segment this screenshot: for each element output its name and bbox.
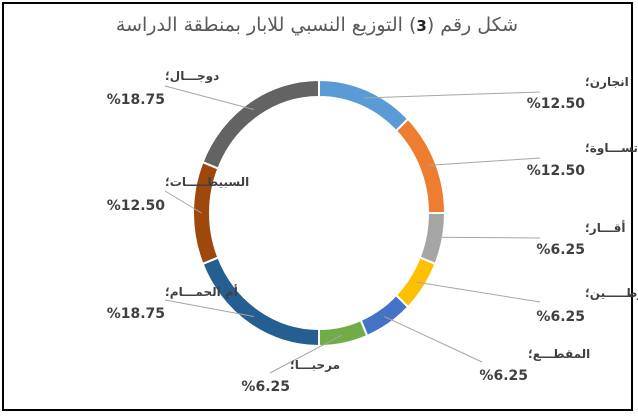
title-suffix: ) التوزيع النسبي للابار بمنطقة الدراسة [115, 14, 417, 36]
slice-4 [359, 293, 410, 338]
slice-value-2: %6.25 [536, 242, 585, 258]
slice-label-4: المقطـــع؛ [528, 347, 590, 361]
leader-line-8 [164, 85, 254, 110]
leader-line-3 [416, 281, 541, 303]
slice-value-8: %18.75 [107, 92, 165, 108]
slice-label-6: أم الحمـــام؛ [165, 284, 238, 300]
chart-title: شكل رقم (3) التوزيع النسبي للابار بمنطقة… [0, 14, 634, 36]
leader-lines-group [164, 85, 541, 374]
slice-6 [201, 256, 320, 348]
slice-label-7: السبيطـــــات؛ [165, 175, 249, 189]
slice-2 [418, 212, 447, 266]
slice-5 [318, 318, 369, 348]
slice-value-5: %6.25 [241, 379, 290, 395]
leader-line-7 [164, 190, 202, 214]
slice-value-6: %18.75 [107, 306, 165, 322]
slice-label-2: أقـــار؛ [585, 220, 626, 235]
slice-0 [318, 78, 410, 133]
slice-value-4: %6.25 [479, 368, 528, 384]
slice-value-3: %6.25 [536, 309, 585, 325]
slice-8 [201, 78, 320, 170]
title-number: 3 [416, 17, 427, 35]
slice-label-5: مرحبـــا؛ [290, 358, 340, 372]
leader-line-2 [434, 236, 541, 239]
slice-value-0: %12.50 [527, 96, 586, 112]
slice-value-7: %12.50 [107, 198, 166, 214]
slice-label-0: انجارن؛ [585, 75, 629, 89]
leader-line-1 [427, 157, 541, 166]
leader-line-0 [363, 91, 541, 99]
leader-line-5 [269, 334, 343, 374]
labels-group: انجارن؛%12.50تســـاوة؛%12.50أقـــار؛%6.2… [107, 69, 638, 395]
slice-label-3: تقروطـــــين؛ [585, 286, 638, 301]
slice-1 [394, 117, 447, 214]
slice-label-8: دوجـــال؛ [165, 69, 219, 84]
title-prefix: شكل رقم ( [426, 14, 519, 36]
leader-line-4 [384, 316, 483, 363]
slices-group [192, 78, 447, 348]
leader-line-6 [164, 299, 254, 318]
slice-value-1: %12.50 [527, 163, 586, 179]
slice-label-1: تســـاوة؛ [585, 141, 638, 156]
